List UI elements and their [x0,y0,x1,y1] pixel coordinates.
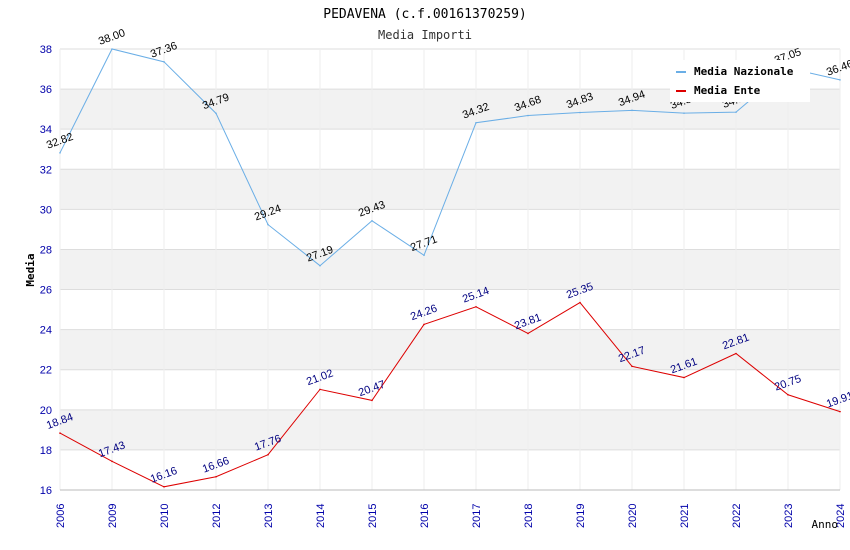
x-tick-label: 2014 [315,504,327,528]
y-tick-label: 22 [40,365,52,377]
y-tick-label: 36 [40,84,52,96]
data-point [267,453,269,456]
series-line-ente [59,301,841,488]
y-tick-label: 38 [40,44,52,56]
x-tick-label: 2023 [783,504,795,528]
grid-band [60,289,840,330]
grid-band [60,249,840,290]
data-point [631,365,633,368]
legend: Media Nazionale Media Ente [670,60,810,102]
data-point [319,264,321,267]
x-tick-label: 2009 [107,504,119,528]
data-point [683,112,685,114]
data-point [475,121,477,124]
x-tick-label: 2021 [679,504,691,528]
data-point [839,410,841,413]
y-tick-label: 16 [40,485,52,497]
legend-label-nazionale: Media Nazionale [694,65,794,78]
data-point [163,61,165,63]
data-point [371,219,373,222]
grid-band [60,369,840,410]
data-point [163,485,165,488]
grid-band [60,209,840,250]
legend-label-ente: Media Ente [694,84,761,97]
data-point [111,460,113,463]
data-point [527,332,529,335]
grid-band [60,449,840,490]
chart-subtitle: Media Importi [378,28,472,42]
data-point [475,305,477,308]
data-point [59,152,61,154]
data-point [631,109,633,112]
x-tick-label: 2022 [731,504,743,528]
data-point [735,352,737,355]
y-tick-label: 20 [40,405,52,417]
y-tick-label: 32 [40,164,52,176]
data-label: 38.00 [97,27,127,48]
y-tick-label: 24 [40,325,52,337]
x-tick-label: 2010 [159,504,171,528]
x-tick-label: 2017 [471,504,483,528]
grid-band [60,409,840,450]
chart-title: PEDAVENA (c.f.00161370259) [323,7,527,22]
legend-box [670,60,810,102]
data-point [111,48,113,50]
data-point [683,376,685,379]
data-point [787,393,789,396]
y-tick-label: 18 [40,445,52,457]
x-tick-label: 2013 [263,504,275,528]
data-point [579,301,581,304]
y-axis-title: Media [24,253,37,286]
x-tick-label: 2020 [627,504,639,528]
x-axis-title: Anno [812,518,839,531]
data-point [371,399,373,402]
x-tick-label: 2016 [419,504,431,528]
data-point [579,111,581,114]
x-tick-label: 2019 [575,504,587,528]
x-tick-label: 2006 [55,504,67,528]
y-tick-label: 26 [40,285,52,297]
x-tick-label: 2018 [523,504,535,528]
x-axis-ticks: 2006 2009 2010 2012 2013 2014 2015 2016 2017 2018… [55,504,847,528]
grid-band [60,329,840,370]
data-point [59,432,61,434]
grid-bands [60,49,840,490]
data-point [215,475,217,478]
data-point [735,111,737,113]
data-point [267,223,269,226]
data-point [423,254,425,257]
y-axis-ticks: 16 18 20 22 24 26 28 30 32 34 36 38 [40,44,52,497]
data-point [215,112,217,115]
x-tick-label: 2015 [367,504,379,528]
series-line-nazionale [59,48,841,267]
x-tick-label: 2012 [211,504,223,528]
data-point [319,388,321,391]
data-point [527,114,529,117]
data-point [423,323,425,326]
data-point [839,79,841,81]
grid-band [60,129,840,170]
x-tick-label: 2024 [835,504,847,528]
y-tick-label: 28 [40,244,52,256]
y-tick-label: 30 [40,204,52,216]
y-tick-label: 34 [40,124,52,136]
series-group [59,48,841,488]
